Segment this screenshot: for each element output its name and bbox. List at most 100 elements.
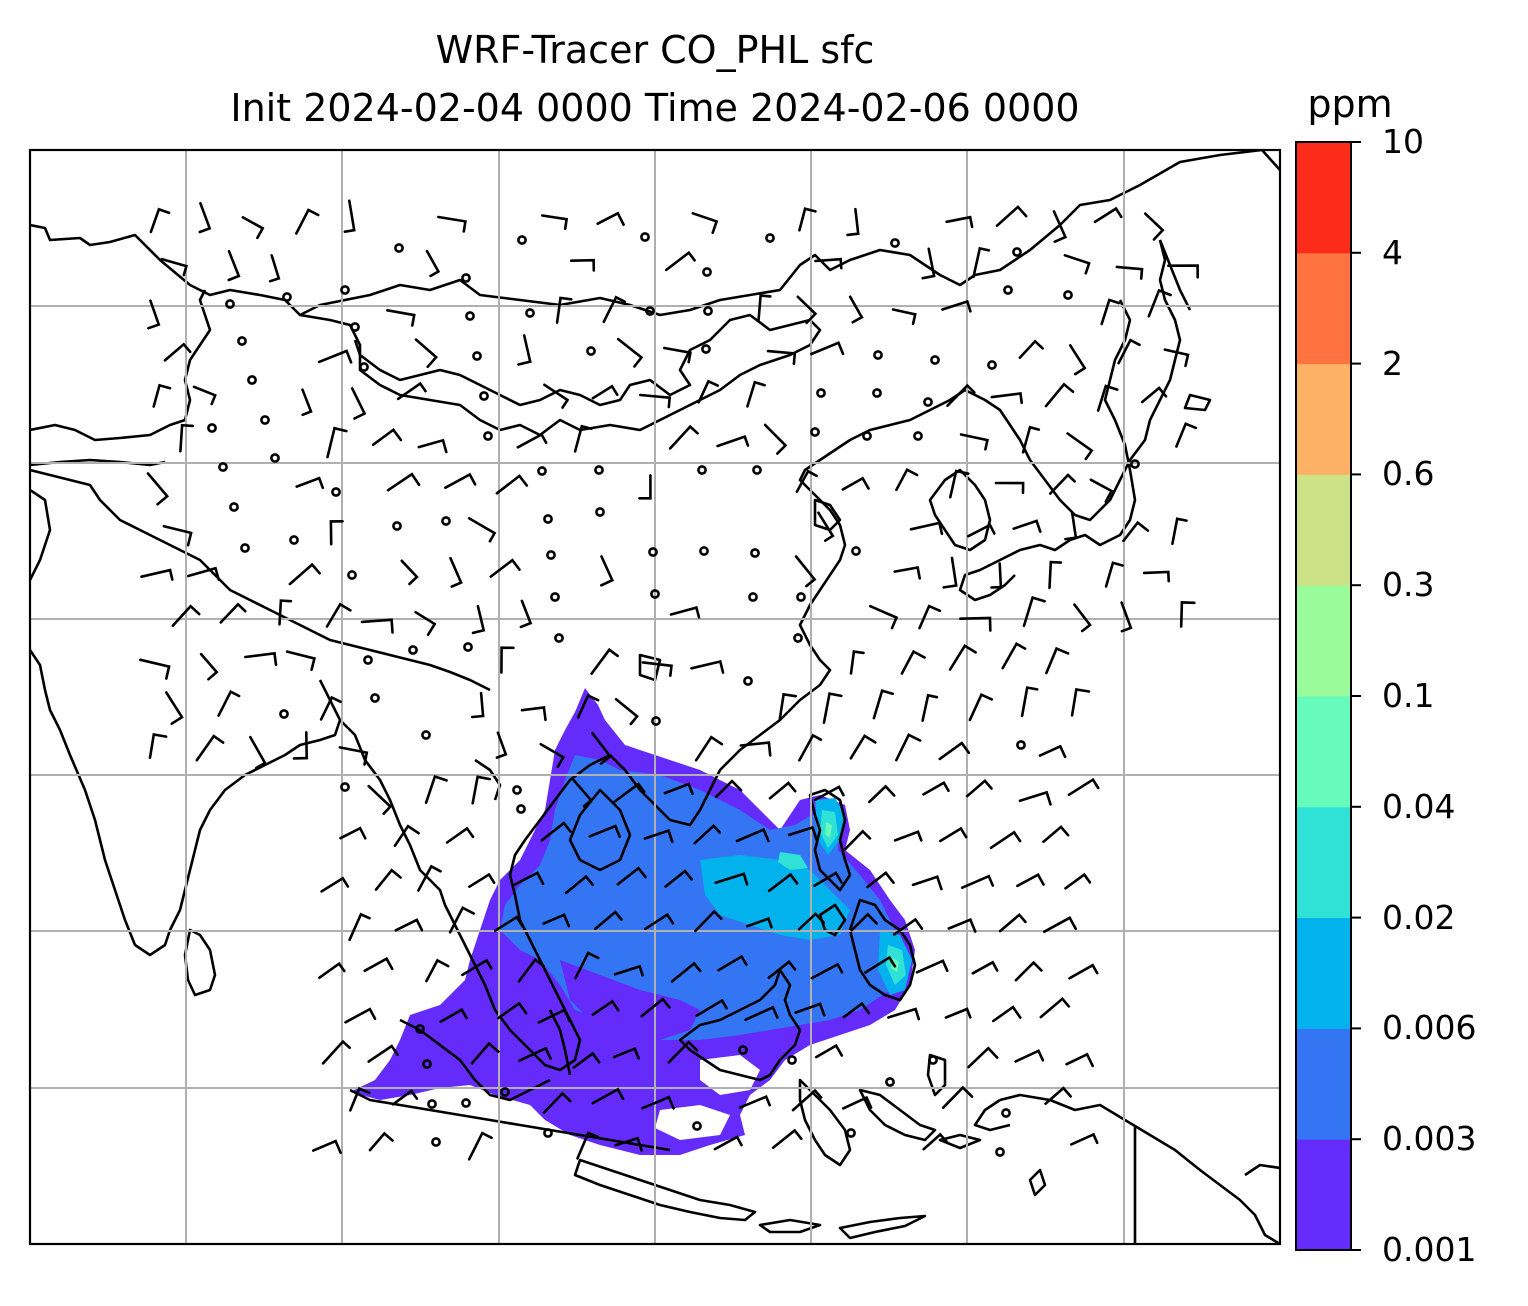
calm-wind-circle — [331, 487, 341, 497]
wind-barb — [400, 559, 419, 586]
calm-wind-circle — [810, 427, 820, 437]
wind-barb — [921, 693, 939, 722]
wind-barb — [1042, 825, 1070, 843]
wind-barb — [1179, 601, 1196, 628]
wind-barb — [520, 706, 547, 722]
wind-barb — [841, 476, 870, 491]
wind-barb — [613, 964, 644, 977]
wind-barb — [1022, 595, 1046, 627]
wind-barb — [667, 1040, 699, 1064]
wind-barb — [693, 823, 722, 845]
wind-barb — [972, 246, 991, 279]
wind-barb — [437, 215, 467, 233]
wind-barb — [500, 646, 515, 674]
wind-barb — [471, 604, 486, 635]
calm-wind-circle — [692, 1121, 702, 1131]
wind-barb — [915, 959, 949, 974]
calm-wind-circle — [270, 453, 280, 463]
wind-barb — [1120, 601, 1133, 633]
wind-barb — [895, 467, 919, 492]
wind-barb — [320, 876, 350, 893]
wind-barb — [1115, 265, 1144, 280]
calm-wind-circle — [738, 1045, 748, 1055]
wind-barb — [778, 692, 797, 721]
calm-wind-circle — [862, 431, 872, 441]
wind-barb — [887, 1007, 921, 1021]
wind-barb — [694, 909, 723, 933]
wind-barb — [386, 472, 421, 492]
calm-wind-circle — [699, 546, 709, 556]
wind-barb — [564, 874, 594, 895]
wind-barb — [1001, 642, 1027, 670]
wind-barb — [849, 650, 865, 675]
wind-barb — [1167, 264, 1199, 279]
wind-barb — [292, 731, 309, 760]
calm-wind-circle — [930, 355, 940, 365]
wind-barb — [147, 299, 161, 330]
colorbar-tick-label: 4 — [1382, 232, 1403, 272]
calm-wind-circle — [340, 285, 350, 295]
calm-wind-circle — [594, 465, 604, 475]
wind-barb — [967, 1046, 999, 1069]
wind-barb — [417, 864, 442, 892]
wind-barb — [1117, 338, 1141, 365]
coastlines — [30, 150, 1280, 1244]
wind-barb — [171, 604, 201, 627]
calm-wind-circle — [765, 233, 775, 243]
wind-barb — [321, 1039, 351, 1065]
wind-barb — [992, 1005, 1022, 1023]
wind-barb — [813, 785, 845, 802]
wind-barb — [640, 997, 671, 1018]
wind-barb — [798, 207, 817, 232]
calm-wind-circle — [279, 709, 289, 719]
wind-barb — [995, 205, 1028, 227]
wind-barb — [278, 599, 293, 626]
wind-barb — [386, 309, 416, 327]
calm-wind-circle — [237, 336, 247, 346]
wind-barb — [1043, 916, 1077, 933]
calm-wind-circle — [431, 1137, 441, 1147]
wind-barb — [198, 202, 212, 234]
wind-barb — [644, 912, 675, 931]
colorbar-segment — [1296, 252, 1351, 365]
wind-barb — [489, 558, 521, 578]
wind-barb — [518, 1046, 552, 1062]
calm-wind-circle — [408, 645, 418, 655]
wind-barb — [744, 1005, 779, 1021]
wind-barb — [195, 734, 225, 762]
wind-barb — [1048, 560, 1063, 590]
wind-barb — [1067, 777, 1100, 797]
wind-barb — [591, 1087, 625, 1105]
wind-barb — [444, 472, 477, 489]
map-title-line1: WRF-Tracer CO_PHL sfc — [435, 28, 875, 72]
wind-barb — [643, 828, 674, 844]
wind-barb — [424, 774, 448, 804]
wind-barb — [848, 295, 864, 324]
wind-barb — [591, 731, 613, 765]
calm-wind-circle — [340, 782, 350, 792]
wind-barb — [461, 958, 493, 977]
colorbar-tick-label: 0.1 — [1382, 676, 1435, 715]
calm-wind-circle — [987, 360, 997, 370]
wind-barb — [468, 872, 496, 888]
calm-wind-circle — [648, 547, 658, 557]
wind-barb — [1038, 744, 1067, 759]
wind-barb — [1171, 517, 1188, 545]
colorbar-tick-label: 10 — [1382, 122, 1424, 161]
wind-barb — [543, 383, 570, 409]
wind-barb — [542, 1091, 572, 1114]
wind-barb — [1065, 1052, 1094, 1068]
wind-barb — [946, 383, 976, 407]
calm-wind-circle — [525, 308, 535, 318]
wind-barb — [900, 649, 926, 675]
wind-barb — [146, 472, 170, 506]
wind-barb — [163, 342, 192, 362]
wind-barb — [493, 915, 524, 932]
wind-barb — [814, 257, 843, 270]
calm-wind-circle — [873, 350, 883, 360]
map-frame — [28, 148, 1282, 1246]
colorbar-tick-label: 0.006 — [1382, 1008, 1477, 1048]
wind-barb — [665, 250, 696, 272]
colorbar-segment — [1296, 585, 1351, 697]
